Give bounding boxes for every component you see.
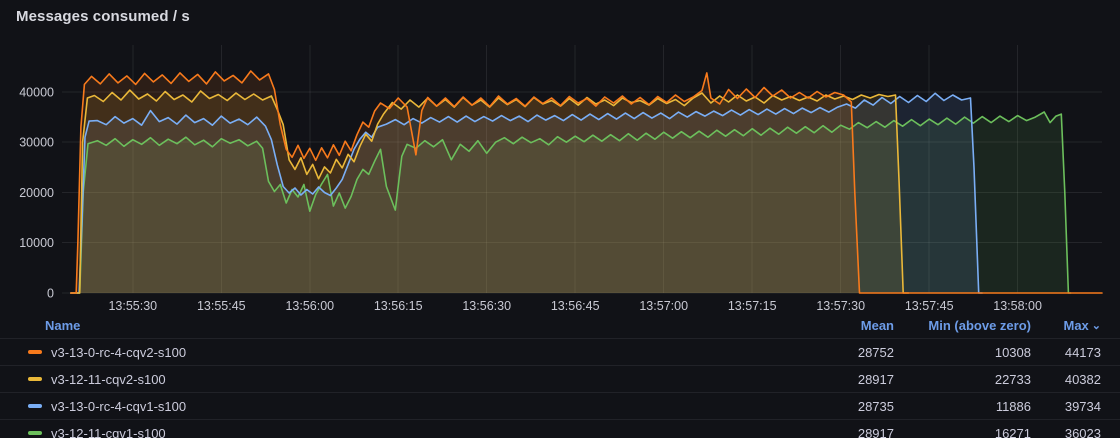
series-min-value: 16271 [994, 425, 1031, 438]
series-mean-value: 28735 [857, 398, 894, 414]
series-max-value: 44173 [1064, 344, 1101, 360]
series-name-label[interactable]: v3-13-0-rc-4-cqv2-s100 [51, 344, 187, 360]
svg-text:13:56:30: 13:56:30 [462, 299, 511, 313]
series-mean-value: 28917 [857, 425, 894, 438]
series-color-swatch[interactable] [28, 377, 42, 381]
svg-text:10000: 10000 [19, 236, 54, 250]
svg-text:13:56:45: 13:56:45 [551, 299, 600, 313]
series-mean-value: 28752 [857, 344, 894, 360]
chart-series-lines [70, 70, 1103, 294]
chart-gridlines [62, 45, 1102, 294]
svg-text:0: 0 [47, 287, 54, 301]
svg-text:13:58:00: 13:58:00 [993, 299, 1042, 313]
svg-text:13:55:30: 13:55:30 [108, 299, 157, 313]
series-max-value: 40382 [1064, 371, 1101, 387]
svg-text:13:56:00: 13:56:00 [285, 299, 334, 313]
legend-row: v3-13-0-rc-4-cqv1-s100 28735 11886 39734 [0, 393, 1120, 420]
series-max-value: 36023 [1064, 425, 1101, 438]
series-mean-value: 28917 [857, 371, 894, 387]
legend-header-min[interactable]: Min (above zero) [928, 318, 1031, 333]
series-max-value: 39734 [1064, 398, 1101, 414]
series-min-value: 22733 [994, 371, 1031, 387]
svg-text:30000: 30000 [19, 136, 54, 150]
series-name-label[interactable]: v3-12-11-cqv1-s100 [51, 425, 166, 438]
series-name-label[interactable]: v3-13-0-rc-4-cqv1-s100 [51, 398, 187, 414]
series-color-swatch[interactable] [28, 431, 42, 435]
legend-header-max[interactable]: Max ⌄ [1063, 318, 1101, 333]
legend-row: v3-12-11-cqv1-s100 28917 16271 36023 [0, 420, 1120, 438]
legend-table: Name Mean Min (above zero) Max ⌄ v3-13-0-… [0, 313, 1120, 438]
svg-text:20000: 20000 [19, 186, 54, 200]
legend-row: v3-13-0-rc-4-cqv2-s100 28752 10308 44173 [0, 339, 1120, 366]
sort-descending-icon: ⌄ [1091, 320, 1101, 332]
legend-row: v3-12-11-cqv2-s100 28917 22733 40382 [0, 366, 1120, 393]
svg-text:13:57:45: 13:57:45 [905, 299, 954, 313]
series-color-swatch[interactable] [28, 404, 42, 408]
svg-text:13:57:00: 13:57:00 [639, 299, 688, 313]
series-color-swatch[interactable] [28, 350, 42, 354]
series-name-label[interactable]: v3-12-11-cqv2-s100 [51, 371, 166, 387]
series-min-value: 11886 [995, 398, 1031, 414]
legend-header-mean[interactable]: Mean [860, 318, 894, 333]
x-axis-tick-labels: 13:55:30 13:55:45 13:56:00 13:56:15 13:56:30… [108, 299, 1042, 313]
series-min-value: 10308 [994, 344, 1031, 360]
svg-text:13:56:15: 13:56:15 [374, 299, 423, 313]
svg-text:40000: 40000 [19, 86, 54, 100]
svg-text:13:55:45: 13:55:45 [197, 299, 246, 313]
legend-header-row: Name Mean Min (above zero) Max ⌄ [0, 313, 1120, 339]
svg-text:13:57:30: 13:57:30 [816, 299, 865, 313]
panel-title: Messages consumed / s [16, 8, 190, 25]
svg-text:13:57:15: 13:57:15 [728, 299, 777, 313]
y-axis-tick-labels: 0 10000 20000 30000 40000 [19, 86, 54, 301]
chart-series-areas [70, 71, 1102, 293]
legend-header-name[interactable]: Name [45, 318, 81, 333]
